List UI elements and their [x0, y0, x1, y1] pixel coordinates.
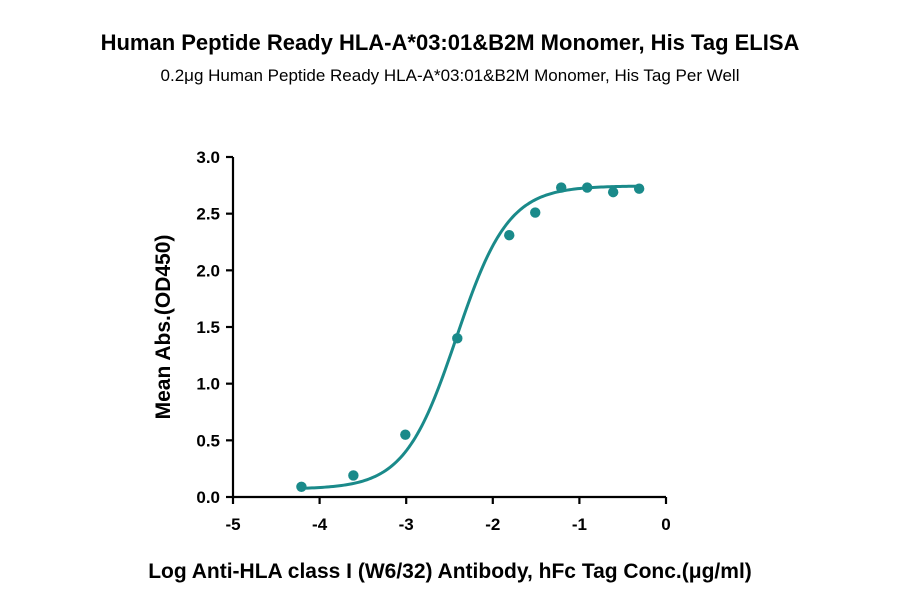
data-point: [530, 207, 541, 218]
data-point: [607, 186, 619, 198]
y-tick-label: 2.5: [196, 205, 220, 224]
chart-title: Human Peptide Ready HLA-A*03:01&B2M Mono…: [100, 30, 800, 55]
data-point: [400, 429, 411, 440]
y-tick-label: 2.0: [196, 261, 220, 280]
axes: [231, 157, 666, 499]
data-point: [504, 230, 515, 241]
data-point: [556, 182, 567, 193]
x-tick-label: 0: [661, 515, 670, 534]
x-tick-label: -1: [572, 515, 587, 534]
x-tick-label: -5: [225, 515, 240, 534]
y-tick-label: 1.0: [196, 375, 220, 394]
y-tick-label: 3.0: [196, 148, 220, 167]
ticks: 0.0 0.5 1.0 1.5 2.0 2.5 3.0 -5 -4 -3 -2 -1 0: [196, 148, 670, 534]
data-point: [581, 182, 593, 193]
data-points: [296, 182, 645, 492]
chart-subtitle: 0.2μg Human Peptide Ready HLA-A*03:01&B2…: [160, 66, 740, 85]
x-tick-label: -4: [312, 515, 328, 534]
x-tick-label: -2: [485, 515, 500, 534]
y-tick-label: 0.5: [196, 431, 220, 450]
data-point: [296, 481, 307, 492]
fit-curve: [301, 184, 640, 490]
data-point: [348, 470, 359, 481]
data-point: [633, 183, 645, 194]
y-tick-label: 1.5: [196, 318, 220, 337]
y-tick-label: 0.0: [196, 488, 220, 507]
y-axis-title: Mean Abs.(OD450): [152, 235, 175, 420]
x-tick-label: -3: [399, 515, 414, 534]
x-axis-title: Log Anti-HLA class I (W6/32) Antibody, h…: [148, 560, 752, 583]
data-point: [452, 333, 463, 344]
fit-curve-group: [301, 184, 640, 490]
